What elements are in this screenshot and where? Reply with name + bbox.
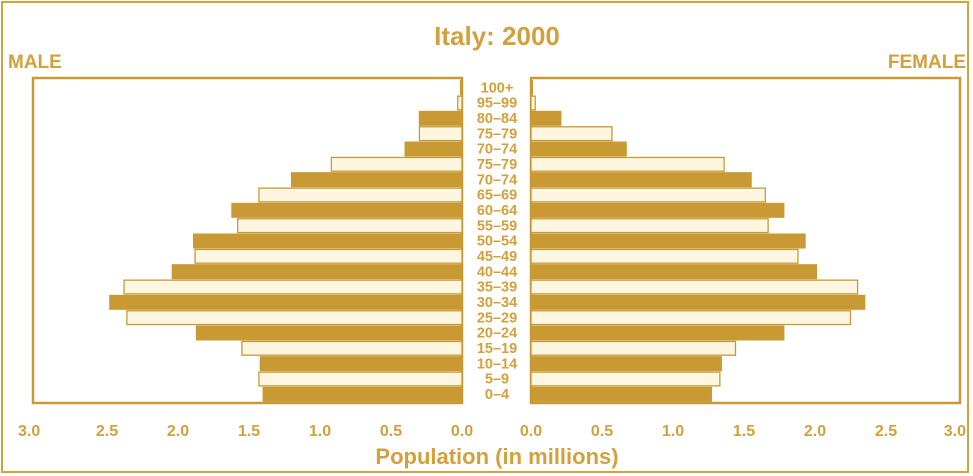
female-bar [530,218,769,234]
male-bar [171,264,463,280]
male-bar [330,156,463,172]
age-label: 75–79 [477,126,517,142]
male-bars [109,80,463,402]
female-bar [530,126,613,142]
female-bar [530,156,725,172]
male-bar [404,141,463,157]
male-bar [258,371,463,387]
male-axis-ticks: 0.0 0.5 1.0 1.5 2.0 2.5 3.0 [18,423,473,440]
age-label: 25–29 [477,310,517,326]
age-label: 35–39 [477,280,517,296]
female-bar [530,386,712,402]
age-label: 10–14 [477,356,517,372]
male-bar [418,126,463,142]
male-bar [195,325,463,341]
female-tick-label: 1.0 [662,423,684,440]
male-tick-label: 0.5 [380,423,402,440]
age-label: 95–99 [477,96,517,112]
female-bar [530,80,534,96]
age-label: 15–19 [477,341,517,357]
age-label: 40–44 [477,264,517,280]
age-label: 80–84 [477,111,517,127]
male-bar [418,110,463,126]
female-bars [530,80,866,402]
male-bar [231,202,463,218]
chart-title: Italy: 2000 [434,21,560,51]
age-label: 70–74 [477,142,517,158]
female-bar [530,356,722,372]
female-tick-label: 0.5 [591,423,613,440]
male-bar [290,172,463,188]
female-tick-label: 0.0 [520,423,542,440]
female-bar [530,110,562,126]
age-label: 0–4 [485,387,509,403]
age-label: 70–74 [477,172,517,188]
male-bar [459,80,463,96]
male-bar [457,95,463,111]
male-tick-label: 1.0 [309,423,331,440]
female-bar [530,340,737,356]
age-label: 45–49 [477,249,517,265]
age-label: 60–64 [477,203,517,219]
female-bar [530,187,766,203]
age-labels: 0–45–910–1415–1920–2425–2930–3435–3940–4… [477,80,517,403]
male-bar [192,233,463,249]
male-bar [126,310,463,326]
female-bar [530,371,721,387]
female-bar [530,233,806,249]
female-axis-ticks: 0.0 0.5 1.0 1.5 2.0 2.5 3.0 [520,423,966,440]
male-tick-label: 3.0 [18,423,40,440]
female-bar [530,264,818,280]
male-bar [194,248,463,264]
female-bar [530,95,536,111]
male-tick-label: 0.0 [451,423,473,440]
female-tick-label: 3.0 [944,423,966,440]
male-bar [259,356,463,372]
female-tick-label: 2.0 [804,423,826,440]
male-bar [236,218,463,234]
female-tick-label: 2.5 [875,423,897,440]
age-label: 65–69 [477,188,517,204]
age-label: 55–59 [477,218,517,234]
female-tick-label: 1.5 [733,423,755,440]
female-bar [530,294,866,310]
female-bar [530,279,859,295]
male-bar [258,187,463,203]
female-bar [530,141,627,157]
female-bar [530,325,785,341]
age-label: 75–79 [477,157,517,173]
age-label: 100+ [481,80,514,96]
male-bar [262,386,463,402]
female-bar [530,248,799,264]
age-label: 20–24 [477,326,517,342]
age-label: 5–9 [485,372,509,388]
female-label: FEMALE [888,52,966,73]
x-axis-label: Population (in millions) [375,444,618,469]
age-label: 30–34 [477,295,517,311]
female-bar [530,172,752,188]
male-bar [109,294,463,310]
male-tick-label: 2.5 [96,423,118,440]
male-label: MALE [8,52,62,73]
male-bar [123,279,463,295]
age-label: 50–54 [477,234,517,250]
male-tick-label: 1.5 [238,423,260,440]
male-tick-label: 2.0 [167,423,189,440]
female-bar [530,310,852,326]
male-bar [241,340,463,356]
female-bar [530,202,785,218]
